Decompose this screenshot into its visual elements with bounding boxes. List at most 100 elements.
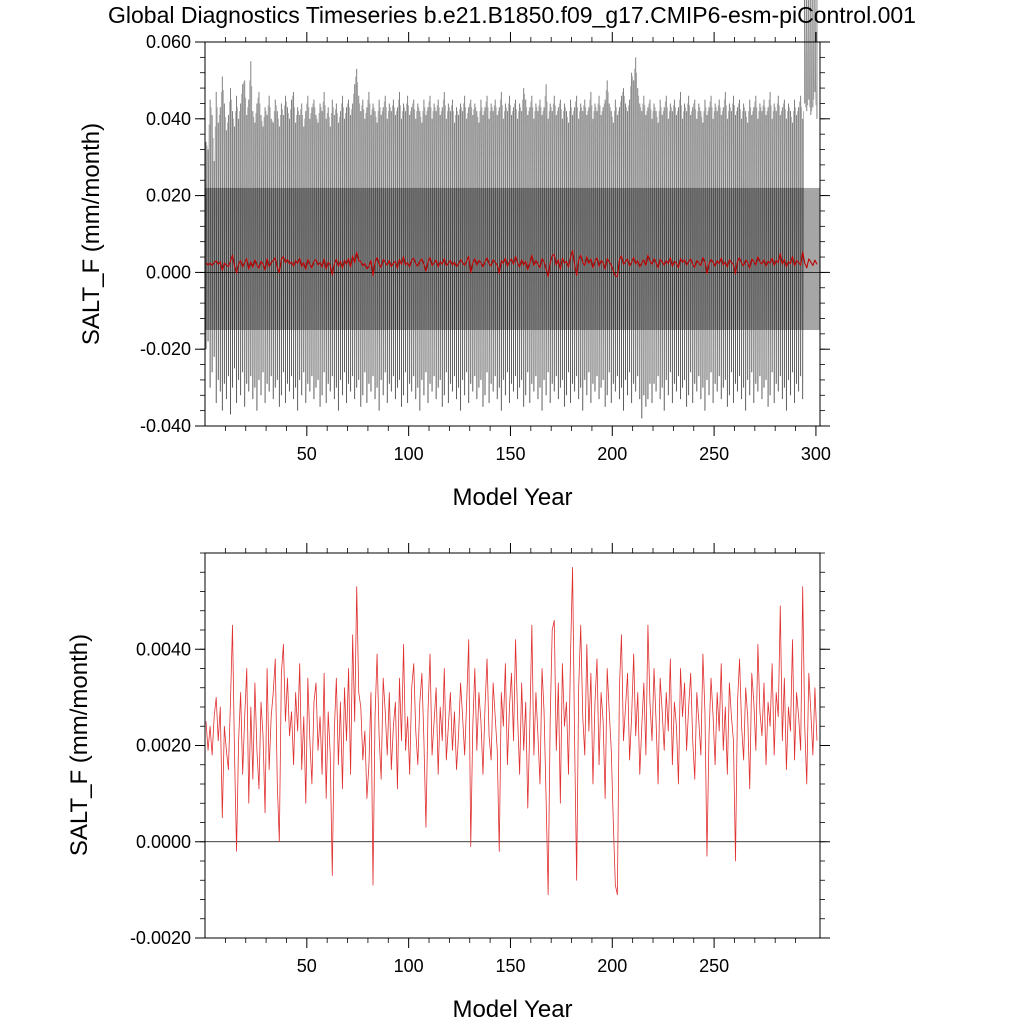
monthly-oscillation-mark (236, 107, 238, 403)
monthly-oscillation-mark (592, 111, 595, 384)
monthly-oscillation-mark (519, 107, 521, 388)
x-tick-label: 100 (394, 956, 424, 976)
monthly-oscillation-mark (653, 107, 656, 384)
monthly-oscillation-mark (551, 103, 554, 384)
monthly-oscillation-mark (405, 103, 407, 373)
monthly-oscillation-mark (340, 103, 342, 380)
monthly-oscillation-mark (234, 111, 236, 369)
monthly-oscillation-mark (486, 107, 489, 373)
monthly-oscillation-mark (584, 107, 587, 380)
monthly-oscillation-mark (700, 116, 703, 400)
monthly-oscillation-mark (735, 111, 737, 384)
monthly-oscillation-mark (594, 107, 597, 392)
monthly-oscillation-mark (215, 107, 218, 403)
monthly-oscillation-mark (258, 103, 261, 380)
monthly-oscillation-mark (682, 111, 684, 388)
monthly-oscillation-mark (407, 105, 409, 403)
monthly-oscillation-mark (515, 109, 517, 377)
monthly-oscillation-mark (222, 89, 224, 411)
monthly-oscillation-mark (769, 105, 772, 396)
monthly-oscillation-mark (739, 109, 741, 377)
monthly-oscillation-mark (531, 107, 534, 384)
monthly-oscillation-mark (327, 116, 330, 384)
y-tick-label: -0.0020 (130, 928, 191, 948)
monthly-oscillation-mark (537, 105, 540, 400)
monthly-oscillation-mark (555, 111, 558, 377)
x-tick-label: 150 (495, 444, 525, 464)
x-tick-label: 50 (297, 956, 317, 976)
x-tick-label: 50 (297, 444, 317, 464)
monthly-oscillation-mark (535, 107, 538, 377)
monthly-oscillation-mark (759, 107, 762, 377)
monthly-oscillation-mark (372, 107, 375, 377)
monthly-oscillation-mark (460, 107, 462, 411)
monthly-oscillation-mark (378, 107, 381, 411)
monthly-oscillation-mark (737, 103, 739, 392)
monthly-oscillation-mark (323, 105, 326, 373)
monthly-oscillation-mark (472, 109, 475, 392)
monthly-oscillation-mark (252, 116, 255, 400)
monthly-oscillation-mark (421, 111, 424, 380)
monthly-oscillation-mark (674, 107, 676, 384)
monthly-oscillation-mark (629, 86, 631, 373)
monthly-oscillation-mark (346, 103, 348, 403)
monthly-oscillation-mark (395, 111, 397, 400)
monthly-oscillation-mark (293, 107, 295, 400)
monthly-oscillation-mark (806, 0, 809, 106)
monthly-oscillation-mark (391, 105, 393, 392)
monthly-oscillation-mark (448, 107, 450, 403)
monthly-oscillation-mark (690, 111, 693, 373)
y-tick-label: 0.0000 (136, 832, 191, 852)
monthly-oscillation-mark (670, 107, 672, 373)
monthly-oscillation-mark (533, 111, 536, 392)
monthly-oscillation-mark (254, 113, 257, 388)
monthly-oscillation-mark (376, 111, 379, 388)
monthly-oscillation-mark (749, 107, 752, 396)
monthly-oscillation-mark (348, 107, 350, 384)
monthly-oscillation-mark (492, 105, 495, 392)
monthly-oscillation-mark (751, 111, 754, 373)
monthly-oscillation-mark (667, 111, 670, 396)
monthly-oscillation-mark (456, 111, 458, 400)
monthly-oscillation-mark (386, 111, 389, 403)
monthly-oscillation-mark (706, 111, 709, 380)
monthly-oscillation-mark (317, 113, 320, 380)
monthly-oscillation-mark (621, 91, 623, 388)
monthly-oscillation-mark (358, 103, 361, 380)
monthly-oscillation-mark (708, 101, 711, 396)
monthly-dense-core (205, 187, 820, 330)
monthly-oscillation-mark (796, 111, 798, 384)
monthly-oscillation-mark (649, 109, 652, 384)
monthly-oscillation-mark (384, 107, 387, 373)
monthly-oscillation-mark (596, 103, 599, 377)
monthly-oscillation-mark (661, 111, 664, 388)
monthly-oscillation-mark (558, 103, 560, 400)
monthly-oscillation-mark (786, 111, 788, 411)
monthly-oscillation-mark (808, 0, 811, 108)
monthly-oscillation-mark (270, 120, 273, 377)
monthly-oscillation-mark (272, 111, 275, 400)
monthly-oscillation-mark (794, 107, 796, 403)
monthly-oscillation-mark (464, 107, 466, 396)
monthly-oscillation-mark (419, 116, 422, 411)
monthly-oscillation-mark (401, 111, 403, 407)
monthly-oscillation-mark (623, 95, 625, 411)
monthly-oscillation-mark (264, 111, 267, 403)
x-axis-title: Model Year (452, 996, 572, 1023)
monthly-oscillation-mark (731, 103, 733, 373)
monthly-oscillation-mark (437, 107, 440, 388)
monthly-oscillation-mark (704, 107, 707, 411)
monthly-oscillation-mark (342, 107, 344, 396)
monthly-oscillation-mark (248, 80, 251, 392)
monthly-oscillation-mark (566, 116, 568, 396)
monthly-oscillation-mark (698, 107, 701, 377)
monthly-oscillation-mark (482, 111, 485, 407)
monthly-oscillation-mark (775, 103, 778, 384)
monthly-oscillation-mark (409, 111, 411, 384)
monthly-oscillation-mark (686, 103, 688, 407)
monthly-oscillation-mark (484, 101, 487, 396)
monthly-oscillation-mark (672, 105, 674, 403)
monthly-oscillation-mark (219, 91, 222, 392)
monthly-oscillation-mark (568, 111, 570, 373)
